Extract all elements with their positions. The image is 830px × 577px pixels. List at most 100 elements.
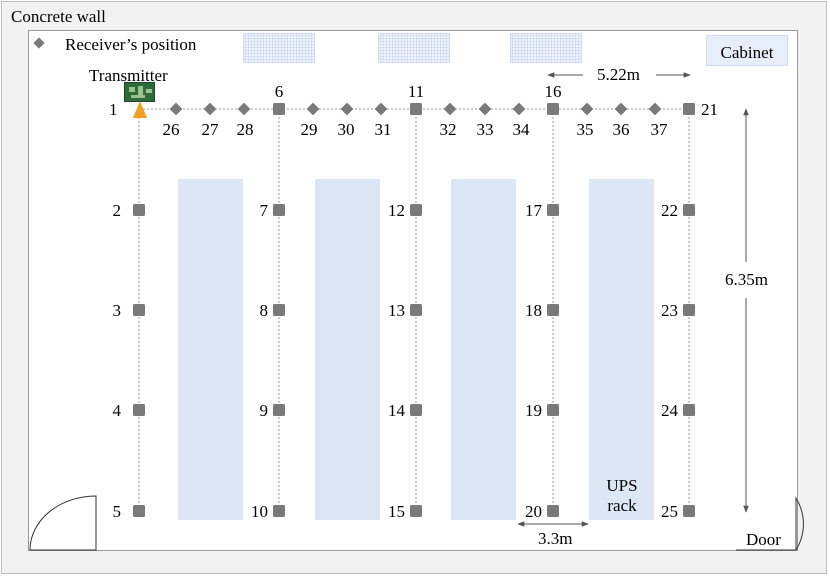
receiver-marker xyxy=(547,505,559,517)
receiver-number: 21 xyxy=(701,100,718,119)
dimension-top-spacing: 5.22m xyxy=(597,65,640,84)
receiver-number: 23 xyxy=(661,301,678,320)
receiver-marker xyxy=(410,103,422,115)
room-floor xyxy=(28,30,798,551)
dimension-vertical-span: 6.35m xyxy=(725,270,768,289)
receiver-number: 37 xyxy=(650,120,668,139)
server-rack xyxy=(315,179,380,520)
receiver-number: 27 xyxy=(201,120,219,139)
receiver-number: 36 xyxy=(612,120,630,139)
receiver-number: 19 xyxy=(525,401,542,420)
receiver-marker xyxy=(133,204,145,216)
server-rack xyxy=(178,179,243,520)
receiver-marker xyxy=(273,404,285,416)
receiver-diamond-icon xyxy=(512,102,526,116)
ups-rack xyxy=(589,179,654,520)
ups-rack-label: UPS rack xyxy=(600,476,644,515)
ceiling-vent xyxy=(378,33,450,63)
receiver-marker xyxy=(273,204,285,216)
receiver-number: 13 xyxy=(388,301,405,320)
receiver-marker xyxy=(547,103,559,115)
receiver-marker xyxy=(133,304,145,316)
receiver-diamond-icon xyxy=(237,102,251,116)
receiver-marker xyxy=(547,204,559,216)
receiver-number: 9 xyxy=(259,401,269,420)
receiver-number: 16 xyxy=(544,82,562,101)
receiver-marker xyxy=(133,404,145,416)
legend-label: Receiver’s position xyxy=(65,35,197,54)
receiver-number: 11 xyxy=(407,82,425,101)
receiver-number: 20 xyxy=(525,502,542,521)
receiver-marker xyxy=(547,304,559,316)
door-swing-icon xyxy=(29,495,97,551)
receiver-number: 3 xyxy=(112,301,122,320)
receiver-number: 22 xyxy=(661,201,678,220)
receiver-marker xyxy=(273,103,285,115)
receiver-marker xyxy=(683,103,695,115)
ceiling-vent xyxy=(243,33,315,63)
receiver-number: 25 xyxy=(661,502,678,521)
cabinet-label: Cabinet xyxy=(720,43,774,62)
receiver-marker xyxy=(547,404,559,416)
server-rack xyxy=(451,179,516,520)
receiver-number: 2 xyxy=(112,201,122,220)
receiver-number: 32 xyxy=(439,120,457,139)
receiver-number: 8 xyxy=(259,301,269,320)
receiver-diamond-icon xyxy=(169,102,183,116)
receiver-number: 35 xyxy=(576,120,594,139)
receiver-marker xyxy=(133,505,145,517)
receiver-number: 30 xyxy=(337,120,355,139)
transmitter-label: Transmitter xyxy=(89,66,168,85)
receiver-number: 15 xyxy=(388,502,405,521)
receiver-diamond-icon xyxy=(443,102,457,116)
receiver-diamond-icon xyxy=(648,102,662,116)
receiver-marker xyxy=(410,304,422,316)
door-label: Door xyxy=(746,530,781,549)
receiver-diamond-icon xyxy=(478,102,492,116)
cabinet: Cabinet xyxy=(706,35,788,66)
receiver-diamond-icon xyxy=(580,102,594,116)
wall-label: Concrete wall xyxy=(11,7,106,26)
antenna-icon xyxy=(133,101,147,118)
receiver-diamond-icon xyxy=(614,102,628,116)
receiver-number: 5 xyxy=(112,502,122,521)
receiver-number: 7 xyxy=(259,201,269,220)
receiver-number: 18 xyxy=(525,301,542,320)
receiver-number: 4 xyxy=(112,401,122,420)
receiver-marker xyxy=(683,404,695,416)
receiver-number: 24 xyxy=(661,401,678,420)
receiver-marker xyxy=(410,505,422,517)
transmitter-board-icon xyxy=(124,82,155,102)
receiver-number: 31 xyxy=(374,120,392,139)
receiver-number: 26 xyxy=(162,120,180,139)
receiver-marker xyxy=(683,304,695,316)
receiver-marker xyxy=(273,505,285,517)
receiver-marker xyxy=(683,505,695,517)
ceiling-vent xyxy=(510,33,582,63)
ups-rack-label-line-2: rack xyxy=(607,495,637,515)
receiver-number: 34 xyxy=(512,120,530,139)
receiver-number: 14 xyxy=(388,401,405,420)
receiver-marker xyxy=(410,204,422,216)
dimension-aisle-width: 3.3m xyxy=(538,529,573,548)
receiver-number: 10 xyxy=(251,502,268,521)
receiver-marker xyxy=(273,304,285,316)
receiver-number: 28 xyxy=(236,120,254,139)
door-swing-icon xyxy=(736,496,804,551)
ups-rack-label-line-1: UPS xyxy=(606,476,638,495)
receiver-diamond-icon xyxy=(203,102,217,116)
receiver-marker xyxy=(410,404,422,416)
receiver-marker xyxy=(683,204,695,216)
receiver-diamond-icon xyxy=(306,102,320,116)
receiver-number: 1 xyxy=(109,100,118,119)
receiver-markers xyxy=(133,102,695,517)
receiver-number: 33 xyxy=(476,120,494,139)
receiver-diamond-icon xyxy=(340,102,354,116)
receiver-number: 29 xyxy=(300,120,318,139)
receiver-number: 12 xyxy=(388,201,405,220)
receiver-number: 17 xyxy=(525,201,542,220)
receiver-diamond-icon xyxy=(374,102,388,116)
receiver-number: 6 xyxy=(274,82,284,101)
